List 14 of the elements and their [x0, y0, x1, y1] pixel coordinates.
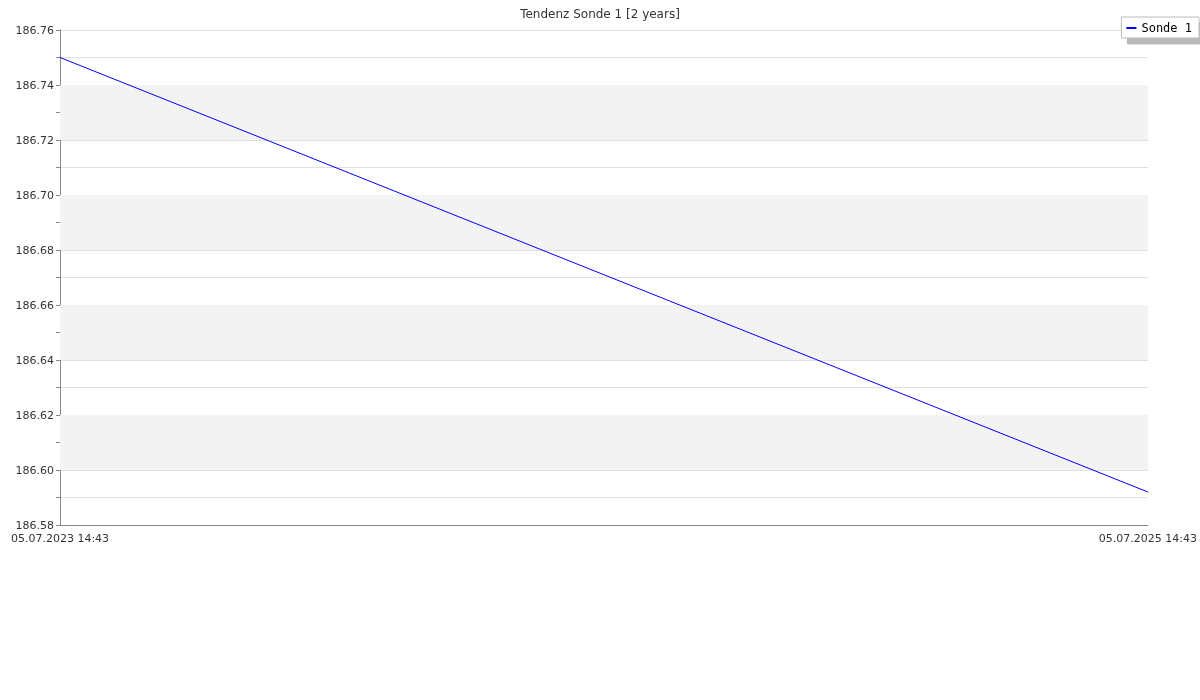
legend-label: Sonde 1	[1141, 21, 1193, 35]
x-tick-label: 05.07.2025 14:43	[1098, 532, 1197, 545]
chart-title: Tendenz Sonde 1 [2 years]	[519, 7, 680, 21]
x-tick-label: 05.07.2023 14:43	[10, 532, 110, 545]
y-tick-label: 186.60	[15, 463, 54, 477]
y-tick-label: 186.62	[15, 408, 54, 422]
y-tick-label: 186.70	[15, 188, 54, 202]
y-tick-label: 186.74	[15, 78, 54, 92]
y-tick-label: 186.64	[15, 353, 54, 367]
y-tick-label: 186.68	[15, 243, 54, 257]
y-tick-label: 186.72	[15, 133, 54, 147]
y-tick-label: 186.66	[15, 298, 54, 312]
y-tick-label: 186.76	[15, 23, 54, 37]
y-tick-label: 186.58	[15, 518, 54, 532]
